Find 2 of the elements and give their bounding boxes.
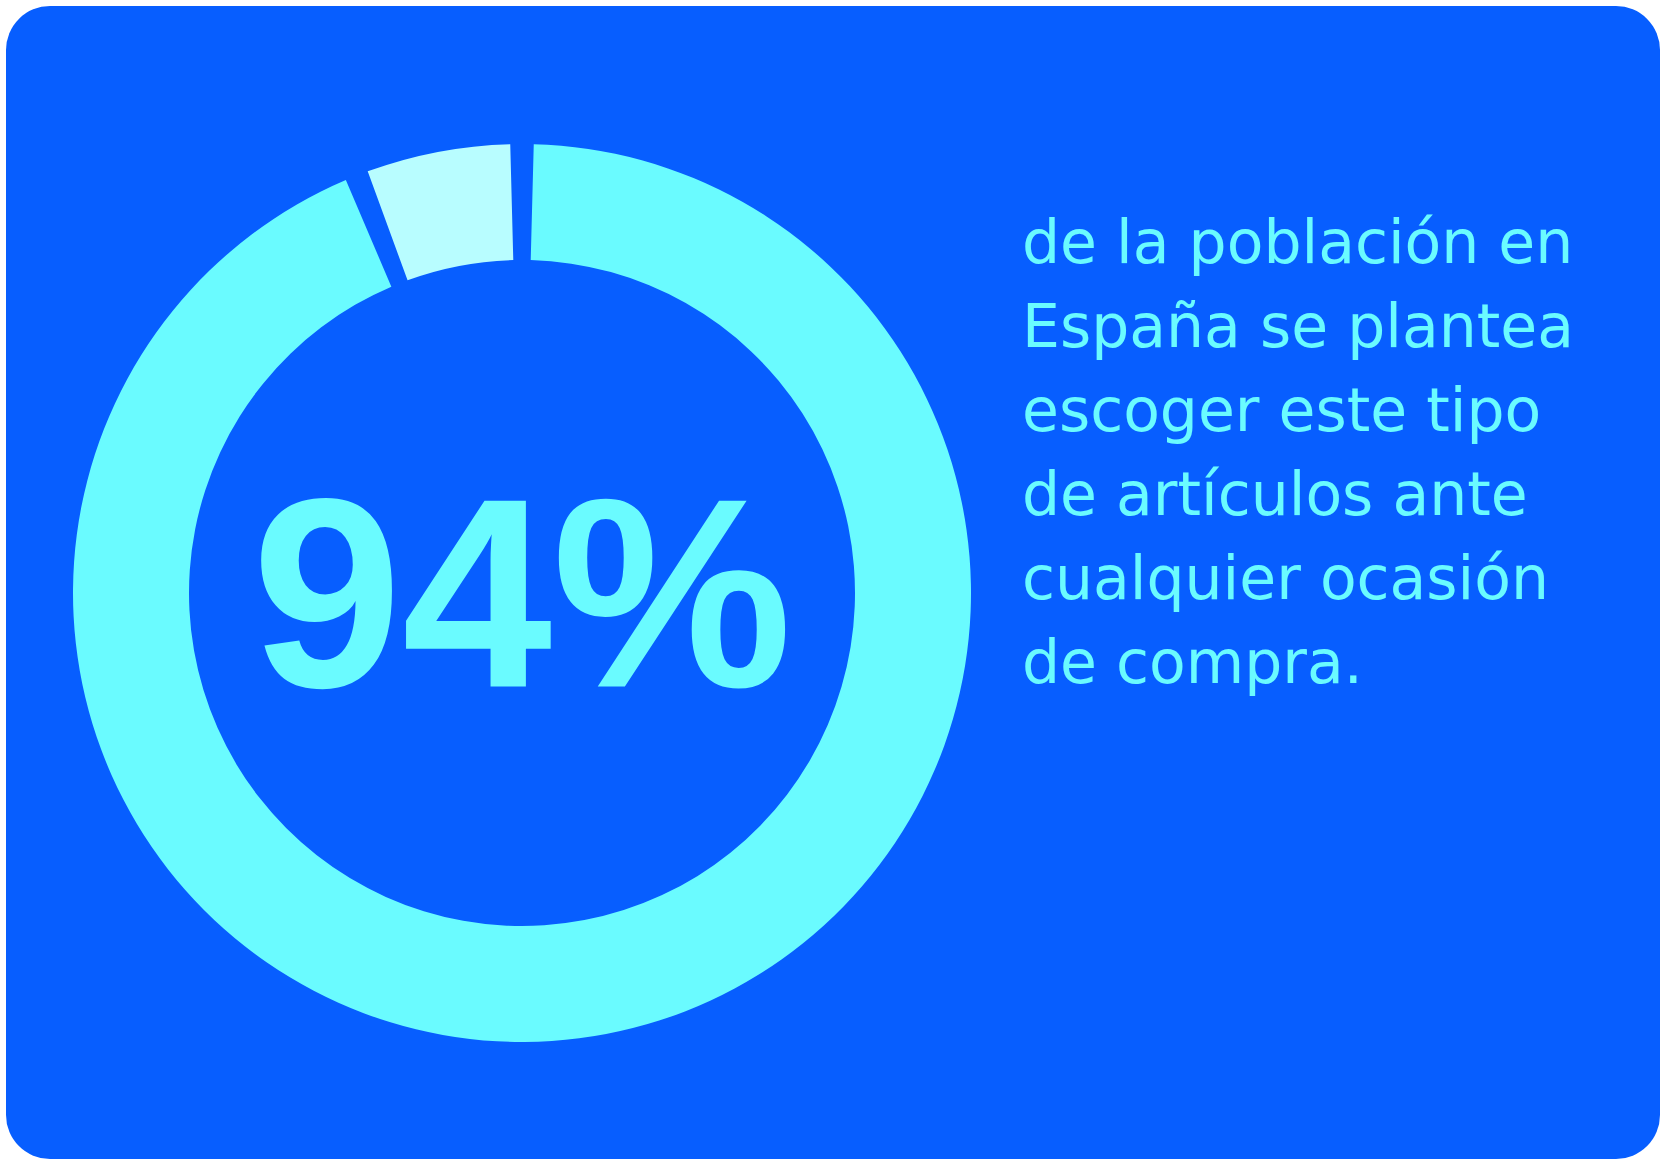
data-label: 94% [251,442,793,744]
text: de la población en España se plantea escoger este tipo de artículos ante cualquier ocasión de compra. [1022,206,1575,699]
